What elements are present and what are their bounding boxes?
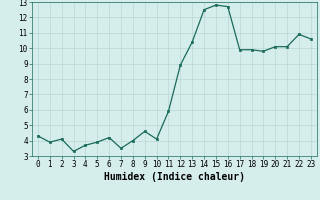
X-axis label: Humidex (Indice chaleur): Humidex (Indice chaleur) [104,172,245,182]
